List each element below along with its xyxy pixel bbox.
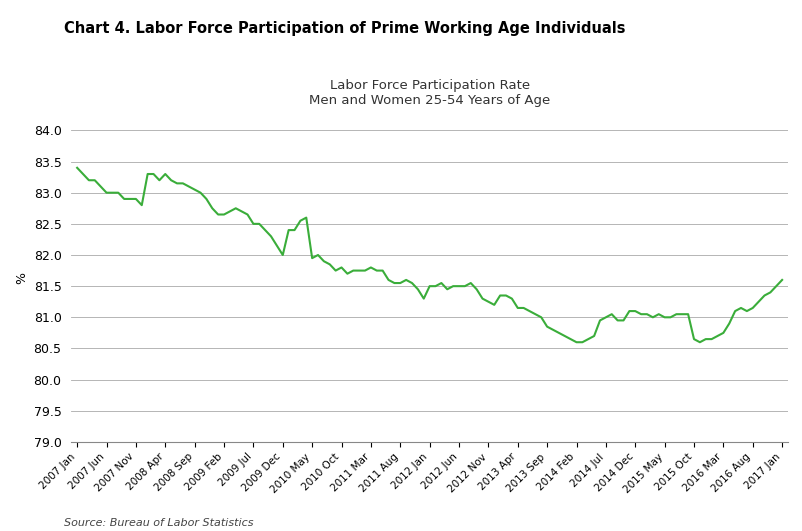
Text: Chart 4. Labor Force Participation of Prime Working Age Individuals: Chart 4. Labor Force Participation of Pr…: [64, 21, 625, 36]
Text: Source: Bureau of Labor Statistics: Source: Bureau of Labor Statistics: [64, 518, 253, 528]
Title: Labor Force Participation Rate
Men and Women 25-54 Years of Age: Labor Force Participation Rate Men and W…: [309, 79, 549, 107]
Y-axis label: %: %: [15, 272, 28, 285]
